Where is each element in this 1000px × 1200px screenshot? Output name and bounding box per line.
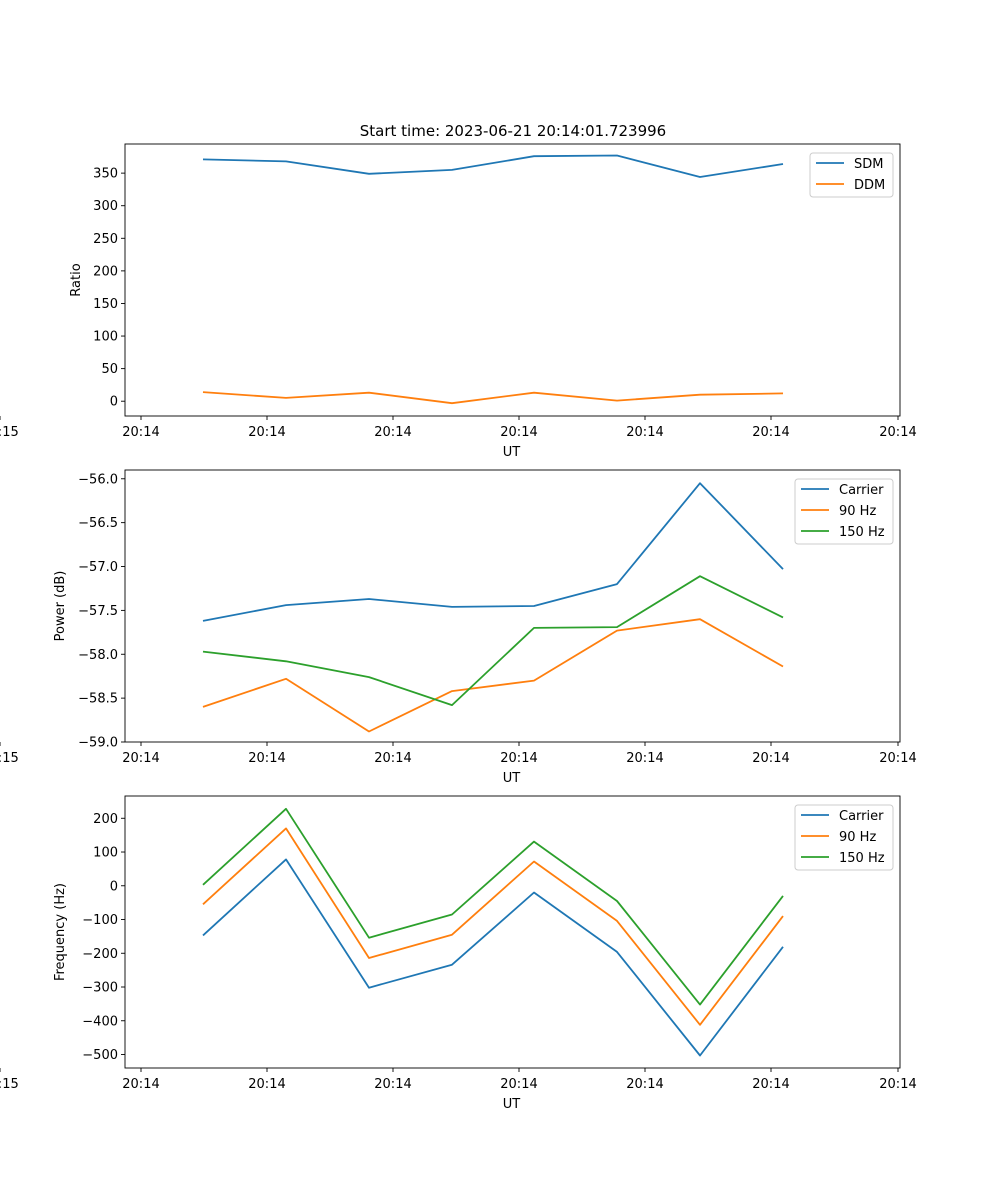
y-tick-label: −58.0 [78, 648, 118, 663]
x-axis-label: UT [503, 445, 521, 460]
y-axis-label: Ratio [69, 263, 84, 296]
series-carrier [202, 858, 784, 1057]
y-tick-label: −300 [82, 981, 118, 996]
x-tick-label: 20:14 [500, 425, 537, 440]
series-90-hz [202, 827, 784, 1026]
y-tick-label: 200 [93, 812, 118, 827]
series-carrier [202, 482, 784, 622]
legend-frame [794, 804, 894, 871]
figure-title: Start time: 2023-06-21 20:14:01.723996 [360, 122, 666, 140]
y-tick-label: −200 [82, 947, 118, 962]
y-tick-label: 250 [93, 232, 118, 247]
y-tick-label: −59.0 [78, 736, 118, 751]
x-tick-label: 20:14 [500, 1077, 537, 1092]
series-150-hz [202, 575, 784, 706]
legend-label: Carrier [839, 483, 884, 498]
axes-frame [124, 795, 901, 1069]
series-line [202, 575, 784, 706]
x-tick-label: 20:14 [374, 751, 411, 766]
y-tick-label: −57.0 [78, 560, 118, 575]
x-tick-label: 20:14 [752, 751, 789, 766]
x-axis-label: UT [503, 771, 521, 786]
series-line [202, 482, 784, 622]
y-tick-label: −100 [82, 913, 118, 928]
series-line [202, 154, 784, 178]
series-150-hz [202, 807, 784, 1006]
x-tick-label: 20:14 [248, 1077, 285, 1092]
y-axis-label: Frequency (Hz) [53, 883, 68, 981]
x-tick-label: 20:14 [248, 751, 285, 766]
x-tick-label: 20:14 [248, 425, 285, 440]
series-line [202, 827, 784, 1026]
legend: Carrier 90 Hz 150 Hz [794, 804, 894, 871]
y-tick-label: −500 [82, 1048, 118, 1063]
axes-frame [124, 469, 901, 743]
x-tick-label: 20:14 [752, 425, 789, 440]
legend-label: 150 Hz [839, 851, 885, 866]
x-tick-label: 20:14 [879, 1077, 916, 1092]
series-line [202, 807, 784, 1006]
series-sdm [202, 154, 784, 178]
subplot-1: 20:14 20:14 20:14 20:14 20:14 20:14 20:14 20:15… [0, 143, 917, 460]
y-tick-label: 0 [110, 879, 118, 894]
legend-label: 90 Hz [839, 830, 876, 845]
legend-label: 90 Hz [839, 504, 876, 519]
legend-label: DDM [854, 178, 885, 193]
legend-frame [809, 152, 894, 198]
y-tick-label: 100 [93, 330, 118, 345]
legend-label: 150 Hz [839, 525, 885, 540]
legend-frame [794, 478, 894, 545]
x-tick-label: 20:15 [0, 1077, 19, 1092]
subplot-3: 20:14 20:14 20:14 20:14 20:14 20:14 20:14 20:15… [0, 795, 917, 1112]
series-line [202, 858, 784, 1057]
x-tick-label: 20:14 [879, 425, 916, 440]
y-tick-label: 200 [93, 264, 118, 279]
series-line [202, 618, 784, 733]
legend-label: Carrier [839, 809, 884, 824]
y-tick-label: 300 [93, 199, 118, 214]
x-tick-label: 20:14 [122, 751, 159, 766]
series-90-hz [202, 618, 784, 733]
y-tick-label: −400 [82, 1014, 118, 1029]
x-tick-label: 20:14 [626, 425, 663, 440]
x-tick-label: 20:14 [752, 1077, 789, 1092]
y-tick-label: 150 [93, 297, 118, 312]
y-tick-label: 100 [93, 846, 118, 861]
y-tick-label: −56.0 [78, 472, 118, 487]
x-tick-label: 20:14 [122, 1077, 159, 1092]
y-tick-label: 350 [93, 167, 118, 182]
y-tick-label: −56.5 [78, 516, 118, 531]
x-tick-label: 20:14 [879, 751, 916, 766]
y-tick-label: 50 [101, 362, 118, 377]
y-tick-label: −57.5 [78, 604, 118, 619]
y-axis-label: Power (dB) [53, 571, 68, 642]
x-tick-label: 20:14 [626, 751, 663, 766]
y-tick-label: 0 [110, 395, 118, 410]
x-tick-label: 20:14 [374, 1077, 411, 1092]
x-tick-label: 20:14 [626, 1077, 663, 1092]
series-line [202, 391, 784, 405]
subplots: 20:14 20:14 20:14 20:14 20:14 20:14 20:14 20:15… [0, 143, 917, 1112]
x-tick-label: 20:14 [374, 425, 411, 440]
x-tick-label: 20:15 [0, 425, 19, 440]
legend: SDM DDM [809, 152, 894, 198]
y-tick-label: −58.5 [78, 692, 118, 707]
legend: Carrier 90 Hz 150 Hz [794, 478, 894, 545]
series-ddm [202, 391, 784, 405]
x-tick-label: 20:15 [0, 751, 19, 766]
x-axis-label: UT [503, 1097, 521, 1112]
axes-frame [124, 143, 901, 417]
subplot-2: 20:14 20:14 20:14 20:14 20:14 20:14 20:14 20:15… [0, 469, 917, 786]
x-tick-label: 20:14 [500, 751, 537, 766]
legend-label: SDM [854, 157, 883, 172]
x-tick-label: 20:14 [122, 425, 159, 440]
